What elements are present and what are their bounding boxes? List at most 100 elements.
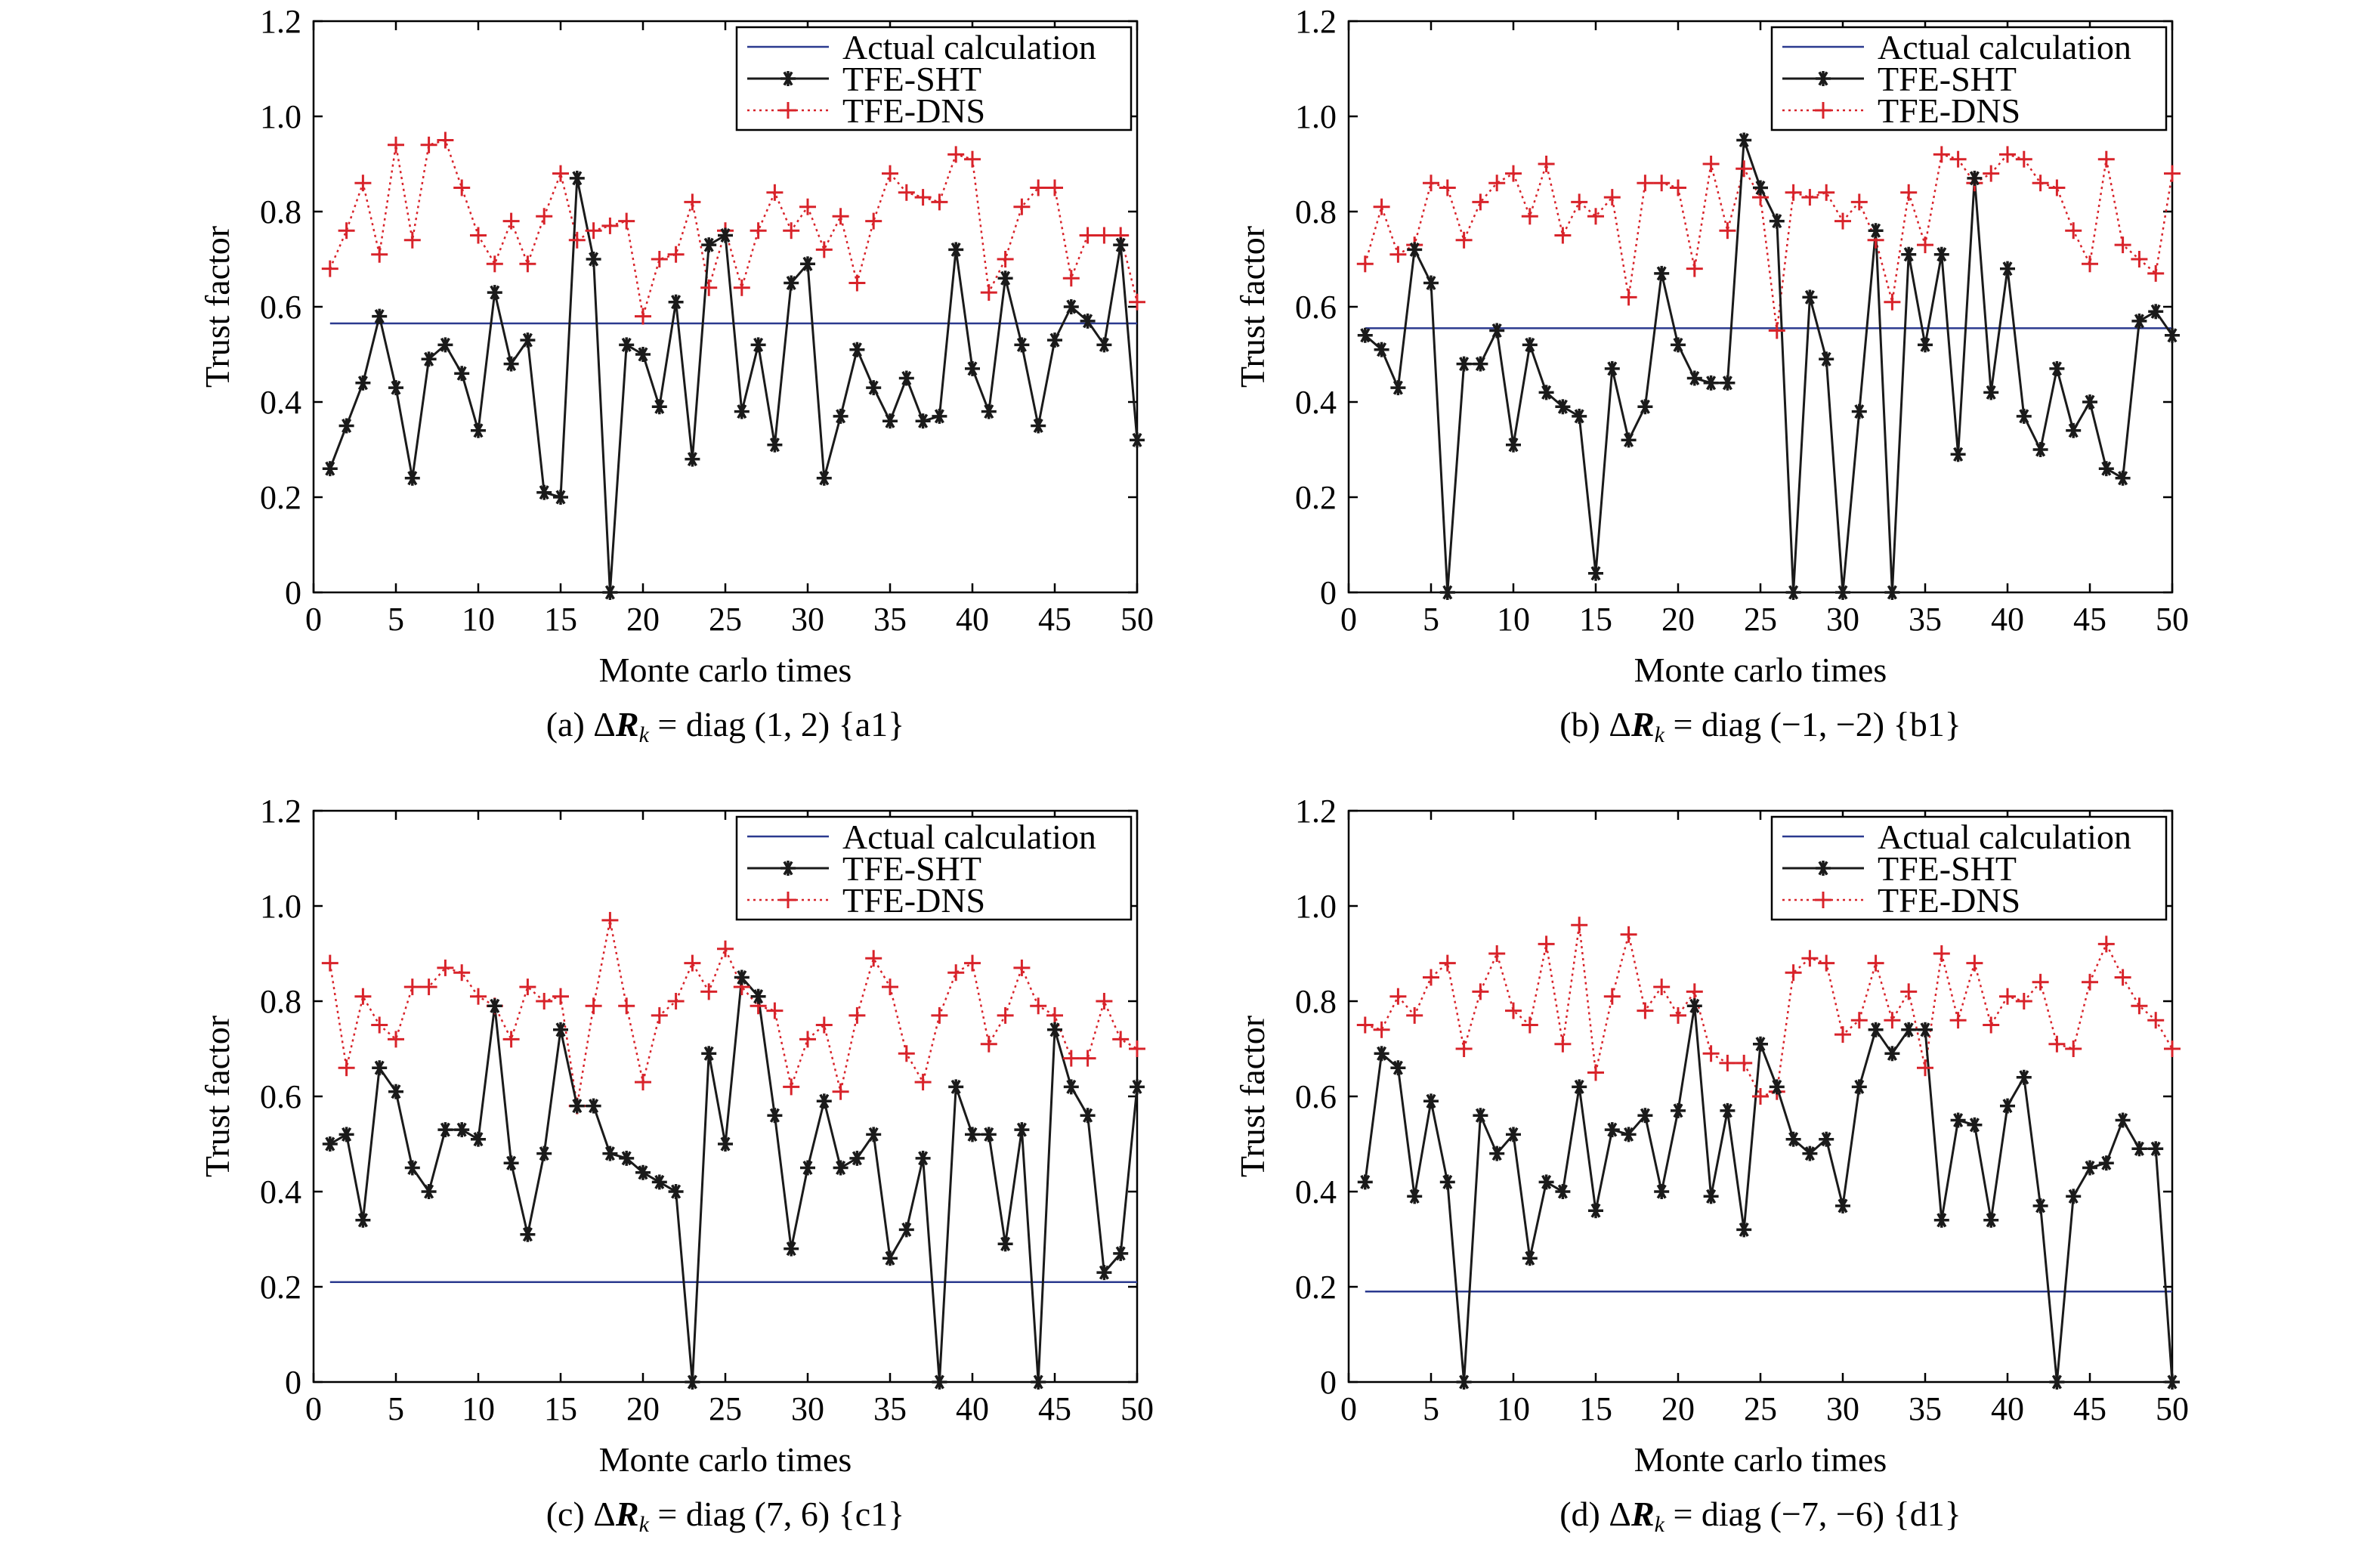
tfe-sht-point bbox=[1835, 1198, 1850, 1214]
tfe-dns-line bbox=[329, 138, 1139, 317]
tfe-dns-point bbox=[618, 212, 635, 230]
x-tick-label: 15 bbox=[1579, 601, 1612, 638]
tfe-sht-point bbox=[685, 451, 700, 467]
y-tick-label: 0.4 bbox=[260, 384, 301, 421]
y-tick-label: 0 bbox=[1320, 1364, 1337, 1401]
x-axis-label: Monte carlo times bbox=[1634, 651, 1887, 689]
tfe-sht-point bbox=[750, 337, 766, 353]
tfe-sht-point bbox=[1588, 565, 1603, 581]
tfe-sht-point bbox=[338, 418, 354, 434]
tfe-sht-point bbox=[1720, 1102, 1736, 1118]
tfe-sht-point bbox=[1868, 1022, 1884, 1037]
tfe-sht-point bbox=[1014, 1122, 1030, 1138]
tfe-dns-point bbox=[1670, 1006, 1686, 1024]
tfe-sht-point bbox=[1884, 1046, 1900, 1062]
legend-label: TFE-SHT bbox=[842, 60, 981, 98]
y-tick-label: 0.6 bbox=[260, 289, 301, 326]
tfe-dns-point bbox=[1900, 184, 1918, 201]
tfe-dns-point bbox=[1013, 959, 1031, 976]
tfe-dns-point bbox=[502, 1031, 520, 1048]
tfe-sht-point bbox=[1555, 399, 1571, 415]
tfe-sht-point bbox=[388, 1084, 403, 1099]
tfe-dns-point bbox=[1062, 270, 1080, 287]
legend-sht-marker bbox=[780, 861, 796, 876]
tfe-sht-point bbox=[1950, 447, 1966, 462]
tfe-dns-point bbox=[1571, 917, 1588, 934]
tfe-sht-point bbox=[619, 337, 635, 353]
tfe-dns-point bbox=[371, 246, 388, 263]
tfe-dns-point bbox=[552, 165, 569, 182]
tfe-sht-point bbox=[816, 470, 832, 486]
tfe-sht-point bbox=[536, 1146, 552, 1161]
tfe-sht-point bbox=[586, 1098, 601, 1114]
tfe-sht-point bbox=[915, 413, 931, 429]
tfe-dns-point bbox=[1637, 175, 1654, 192]
tfe-sht-point bbox=[338, 1127, 354, 1142]
tfe-sht-point bbox=[2148, 1141, 2164, 1157]
tfe-sht-point bbox=[1654, 265, 1670, 281]
tfe-dns-point bbox=[338, 222, 355, 240]
tfe-dns-point bbox=[1884, 293, 1901, 311]
tfe-dns-point bbox=[420, 136, 437, 153]
tfe-dns-point bbox=[2164, 165, 2181, 182]
tfe-dns-point bbox=[403, 231, 421, 249]
x-tick-label: 25 bbox=[709, 1390, 742, 1427]
tfe-sht-point bbox=[1456, 356, 1472, 372]
tfe-sht-point bbox=[882, 413, 898, 429]
x-tick-label: 10 bbox=[1497, 601, 1530, 638]
y-tick-label: 0.4 bbox=[1295, 384, 1337, 421]
legend-dns-marker bbox=[1815, 102, 1831, 119]
tfe-sht-point bbox=[833, 408, 848, 424]
x-tick-label: 5 bbox=[388, 1390, 404, 1427]
tfe-sht-point bbox=[1506, 437, 1521, 453]
tfe-sht-point bbox=[866, 380, 882, 396]
tfe-sht-point bbox=[1522, 1251, 1538, 1266]
tfe-dns-point bbox=[2097, 935, 2115, 953]
tfe-sht-line bbox=[1364, 140, 2174, 593]
tfe-dns-point bbox=[1129, 1040, 1145, 1057]
tfe-sht-point bbox=[651, 1174, 667, 1190]
tfe-dns-point bbox=[618, 997, 635, 1015]
x-axis-label: Monte carlo times bbox=[1634, 1440, 1887, 1479]
tfe-sht-point bbox=[1851, 403, 1867, 419]
tfe-sht-point bbox=[1407, 1189, 1423, 1204]
tfe-dns-point bbox=[1439, 954, 1456, 972]
tfe-dns-point bbox=[2082, 255, 2098, 273]
tfe-dns-point bbox=[1046, 1006, 1063, 1024]
tfe-sht-point bbox=[1390, 1060, 1406, 1076]
x-tick-label: 0 bbox=[305, 1390, 322, 1427]
tfe-dns-point bbox=[1620, 289, 1637, 306]
tfe-sht-line bbox=[329, 974, 1139, 1383]
tfe-sht-point bbox=[1686, 998, 1702, 1014]
tfe-sht-point bbox=[1654, 1184, 1670, 1199]
tfe-sht-point bbox=[2016, 408, 2032, 424]
tfe-sht-point bbox=[1868, 223, 1884, 239]
tfe-sht-point bbox=[1703, 375, 1719, 391]
tfe-dns-point bbox=[1013, 198, 1031, 215]
tfe-dns-point bbox=[1966, 954, 1983, 972]
chart-panel-b: 0 5 10 15 20 25 30 35 40 45 50 0 0.2 0.4 0.6 0.8 1.0 1.2 M… bbox=[1186, 0, 2191, 756]
tfe-dns-point bbox=[1505, 1002, 1522, 1019]
tfe-dns-point bbox=[1488, 945, 1506, 962]
x-tick-label: 20 bbox=[626, 1390, 660, 1427]
tfe-sht-point bbox=[718, 1136, 733, 1152]
tfe-dns-point bbox=[403, 979, 421, 996]
tfe-sht-point bbox=[1983, 385, 1999, 400]
tfe-dns-point bbox=[1949, 150, 1967, 168]
legend-box bbox=[1770, 815, 2168, 921]
tfe-dns-point bbox=[2065, 1040, 2082, 1057]
y-axis-label: Trust factor bbox=[1233, 226, 1272, 388]
y-tick-label: 1.2 bbox=[260, 793, 301, 830]
tfe-sht-point bbox=[635, 1164, 651, 1180]
legend-sht-marker bbox=[780, 71, 796, 86]
tfe-sht-point bbox=[948, 242, 964, 258]
tfe-dns-point bbox=[832, 1083, 849, 1100]
tfe-sht-point bbox=[404, 1160, 420, 1176]
tfe-sht-point bbox=[355, 1212, 371, 1228]
tfe-sht-point bbox=[1423, 1093, 1439, 1109]
x-tick-label: 45 bbox=[2073, 601, 2106, 638]
tfe-dns-point bbox=[848, 1006, 866, 1024]
tfe-sht-point bbox=[619, 1150, 635, 1166]
tfe-sht-point bbox=[651, 399, 667, 415]
tfe-dns-point bbox=[1571, 193, 1588, 211]
